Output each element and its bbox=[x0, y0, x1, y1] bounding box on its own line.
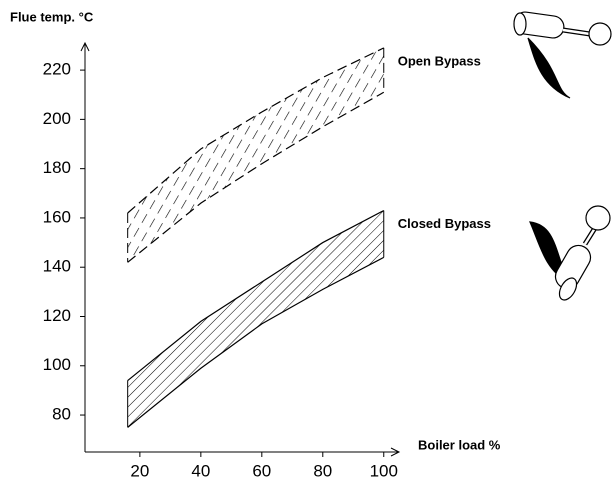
y-tick-label: 220 bbox=[43, 60, 71, 79]
y-tick-label: 160 bbox=[43, 207, 71, 226]
y-tick-label: 180 bbox=[43, 158, 71, 177]
series-label: Closed Bypass bbox=[398, 216, 491, 231]
series-label: Open Bypass bbox=[398, 53, 481, 68]
x-tick-label: 40 bbox=[191, 461, 210, 480]
x-tick-label: 100 bbox=[370, 461, 398, 480]
y-axis-arrow bbox=[80, 41, 90, 52]
y-tick-label: 120 bbox=[43, 306, 71, 325]
y-tick-label: 140 bbox=[43, 257, 71, 276]
y-axis-label: Flue temp. °C bbox=[10, 9, 94, 24]
x-tick-label: 60 bbox=[252, 461, 271, 480]
open-bypass-icon bbox=[513, 11, 612, 99]
y-tick-label: 200 bbox=[43, 109, 71, 128]
band-lower bbox=[127, 91, 385, 263]
band-lower bbox=[127, 256, 385, 428]
y-tick-label: 100 bbox=[43, 355, 71, 374]
closed-bypass-icon bbox=[529, 205, 611, 301]
band-upper bbox=[127, 210, 385, 382]
x-tick-label: 20 bbox=[130, 461, 149, 480]
band-upper bbox=[127, 47, 385, 214]
band-fill bbox=[127, 210, 384, 428]
x-tick-label: 80 bbox=[313, 461, 332, 480]
x-axis-arrow bbox=[390, 447, 401, 457]
band-fill bbox=[127, 47, 384, 263]
y-tick-label: 80 bbox=[52, 405, 71, 424]
x-axis-label: Boiler load % bbox=[418, 437, 501, 452]
